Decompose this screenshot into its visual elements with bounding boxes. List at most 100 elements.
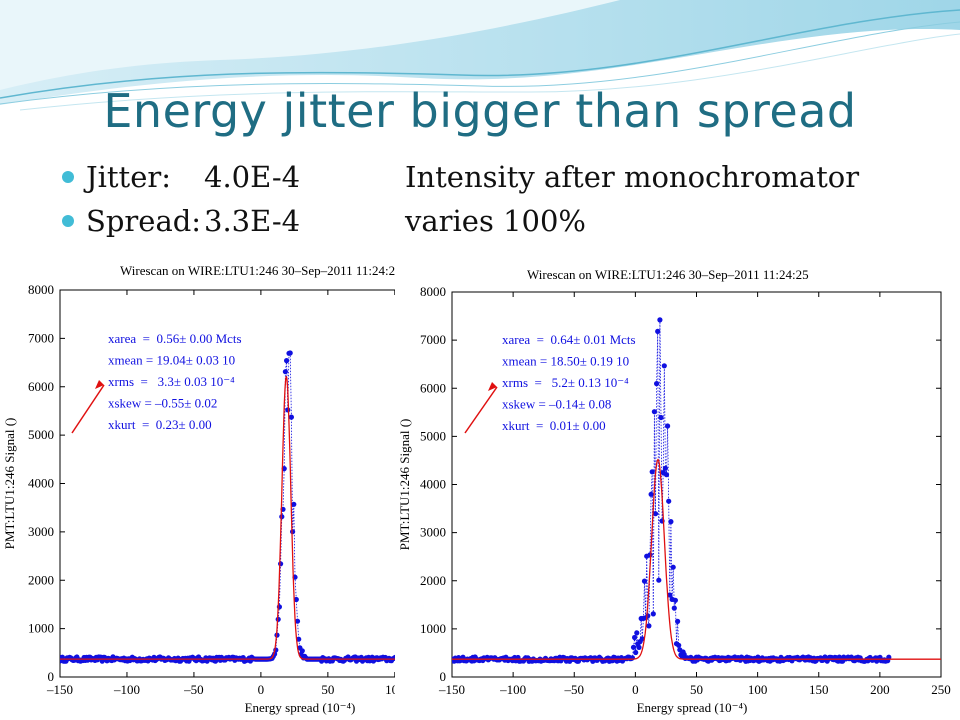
data-point: [661, 363, 667, 369]
data-point: [287, 350, 293, 356]
x-tick-label: 150: [809, 682, 829, 697]
arrow-icon: [464, 386, 498, 434]
wirescan-chart-left: Wirescan on WIRE:LTU1:246 30–Sep–2011 11…: [2, 263, 395, 715]
x-tick-label: 50: [321, 682, 334, 697]
data-point: [886, 654, 892, 660]
data-point: [646, 623, 652, 629]
x-tick-label: 0: [258, 682, 265, 697]
bullet-note: varies 100%: [405, 204, 586, 238]
plot-frame: [59, 289, 395, 678]
data-point: [647, 552, 653, 558]
bullet-label: Spread:: [86, 204, 202, 238]
bullet-value: 3.3E-4: [204, 204, 301, 238]
fit-statistic-label: xarea = 0.64± 0.01 Mcts: [502, 332, 636, 347]
data-point: [654, 381, 660, 387]
data-point: [634, 630, 640, 636]
data-point: [676, 642, 682, 648]
y-tick-label: 1000: [420, 621, 446, 636]
data-point: [651, 409, 657, 415]
y-tick-label: 5000: [28, 427, 54, 442]
x-tick-label: 100: [385, 682, 395, 697]
data-point: [662, 465, 668, 471]
data-point: [641, 578, 648, 584]
data-point: [672, 597, 678, 603]
plot-area: [60, 350, 395, 664]
bullet-dot-icon: [62, 171, 74, 183]
data-point: [630, 644, 637, 650]
x-axis-label: Energy spread (10⁻⁴): [245, 700, 356, 715]
y-tick-label: 0: [440, 669, 447, 684]
gaussian-fit-line: [60, 375, 395, 660]
y-tick-label: 7000: [420, 332, 446, 347]
plot-area: [452, 317, 941, 664]
data-point: [665, 423, 671, 429]
fit-statistic-label: xkurt = 0.01± 0.00: [502, 418, 606, 433]
x-tick-label: 200: [870, 682, 890, 697]
data-point: [645, 613, 651, 619]
arrowhead-icon: [488, 382, 497, 391]
slide-title: Energy jitter bigger than spread: [103, 84, 857, 138]
bullet-dot-icon: [62, 215, 74, 227]
fit-statistic-label: xskew = –0.14± 0.08: [502, 397, 611, 412]
data-point: [293, 596, 299, 603]
data-point: [296, 636, 302, 642]
y-tick-label: 2000: [420, 573, 446, 588]
data-point: [632, 634, 638, 641]
wirescan-plot-left: Wirescan on WIRE:LTU1:246 30–Sep–2011 11…: [0, 255, 395, 720]
data-point: [671, 605, 677, 611]
chart-title: Wirescan on WIRE:LTU1:246 30–Sep–2011 11…: [120, 263, 395, 278]
bullet-list: Jitter: 4.0E-4 Intensity after monochrom…: [62, 160, 942, 248]
wirescan-chart-right: Wirescan on WIRE:LTU1:246 30–Sep–2011 11…: [397, 267, 951, 715]
y-tick-label: 6000: [420, 380, 446, 395]
gaussian-fit-line: [452, 458, 941, 660]
x-tick-label: 0: [632, 682, 639, 697]
x-tick-label: –100: [499, 682, 526, 697]
chart-title: Wirescan on WIRE:LTU1:246 30–Sep–2011 11…: [527, 267, 809, 282]
data-point: [658, 414, 664, 421]
data-point: [656, 577, 662, 583]
y-tick-label: 7000: [28, 330, 54, 345]
fit-statistic-label: xrms = 5.2± 0.13 10⁻⁴: [502, 375, 629, 390]
bullet-value: 4.0E-4: [204, 160, 301, 194]
data-point: [650, 611, 656, 617]
data-point: [294, 618, 301, 624]
data-point: [299, 648, 305, 654]
x-tick-label: –50: [564, 682, 585, 697]
data-point: [291, 501, 297, 507]
data-connector-line: [452, 319, 890, 663]
data-point: [675, 618, 681, 624]
arrowhead-icon: [95, 380, 104, 389]
header-waves: [0, 0, 960, 111]
bullet-jitter: Jitter: 4.0E-4 Intensity after monochrom…: [62, 160, 942, 204]
wirescan-plot-right: Wirescan on WIRE:LTU1:246 30–Sep–2011 11…: [397, 255, 960, 720]
y-axis-label: PMT:LTU1:246 Signal (): [397, 419, 412, 551]
arrow-icon: [71, 384, 105, 434]
y-tick-label: 2000: [28, 572, 54, 587]
fit-statistic-label: xkurt = 0.23± 0.00: [108, 417, 212, 432]
data-point: [657, 317, 663, 323]
data-point: [655, 328, 661, 334]
y-tick-label: 8000: [420, 284, 446, 299]
fit-statistic-label: xrms = 3.3± 0.03 10⁻⁴: [108, 374, 235, 389]
data-point: [668, 519, 674, 525]
fit-statistic-label: xskew = –0.55± 0.02: [108, 396, 217, 411]
x-tick-label: –100: [113, 682, 140, 697]
y-tick-label: 4000: [28, 476, 54, 491]
data-point: [648, 491, 654, 497]
y-tick-label: 8000: [28, 282, 54, 297]
data-point: [393, 654, 395, 660]
data-point: [282, 369, 288, 375]
y-tick-label: 6000: [28, 379, 54, 394]
x-tick-label: –150: [438, 682, 465, 697]
y-tick-label: 4000: [420, 477, 446, 492]
y-tick-label: 1000: [28, 621, 54, 636]
bullet-spread: Spread: 3.3E-4 varies 100%: [62, 204, 942, 248]
data-point: [667, 592, 673, 598]
x-axis-label: Energy spread (10⁻⁴): [637, 700, 748, 715]
data-point: [284, 358, 290, 364]
y-tick-label: 0: [48, 669, 55, 684]
data-point: [652, 511, 659, 517]
y-tick-label: 3000: [420, 525, 446, 540]
y-axis-label: PMT:LTU1:246 Signal (): [2, 418, 17, 550]
data-point: [288, 414, 294, 420]
